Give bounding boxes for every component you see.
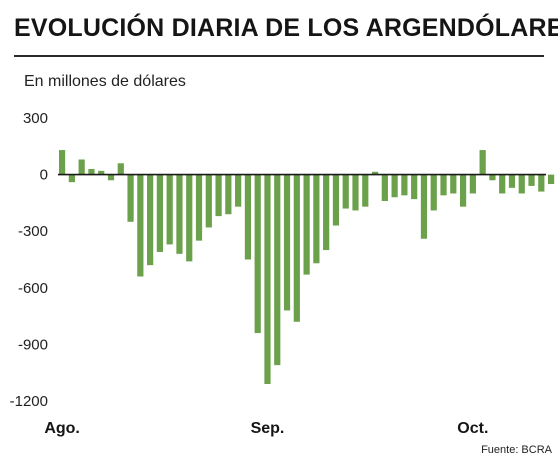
- bar: [430, 174, 437, 211]
- x-tick-label: Oct.: [457, 420, 488, 437]
- bar: [411, 174, 418, 200]
- y-tick-label: -1200: [10, 393, 48, 410]
- bars: [59, 150, 555, 385]
- bar: [391, 174, 398, 198]
- title-divider: [14, 55, 544, 57]
- bar: [68, 174, 75, 183]
- bar: [195, 174, 203, 241]
- bar: [303, 174, 310, 275]
- bar: [420, 174, 428, 239]
- x-axis-ticks: Ago. Sep. Oct.: [44, 420, 488, 437]
- bar: [352, 174, 359, 211]
- bar: [186, 174, 193, 262]
- y-axis-label: En millones de dólares: [24, 73, 186, 90]
- bar: [88, 168, 95, 175]
- bar: [362, 174, 369, 207]
- bar: [147, 174, 154, 266]
- bar: [548, 174, 555, 185]
- bar: [479, 150, 486, 175]
- bar: [332, 174, 340, 226]
- y-tick-label: -900: [18, 336, 48, 353]
- bar: [489, 174, 496, 181]
- bar: [127, 174, 134, 222]
- bar: [518, 174, 525, 194]
- y-tick-label: 0: [40, 167, 48, 184]
- y-tick-label: 300: [23, 110, 48, 127]
- bar: [450, 174, 457, 194]
- chart-title: EVOLUCIÓN DIARIA DE LOS ARGENDÓLARES: [14, 14, 558, 42]
- bar: [137, 174, 144, 277]
- bar: [274, 174, 281, 366]
- bar: [313, 174, 320, 264]
- bar: [459, 174, 467, 207]
- bar: [323, 174, 330, 251]
- bar: [117, 163, 124, 175]
- bar: [98, 170, 105, 175]
- bar: [371, 171, 379, 175]
- bar: [293, 174, 300, 322]
- bar: [254, 174, 261, 334]
- bar: [176, 174, 183, 254]
- bar: [499, 174, 506, 194]
- bar: [235, 174, 242, 207]
- bar: [78, 159, 85, 175]
- y-tick-label: -600: [18, 280, 48, 297]
- y-axis-ticks: 300 0 -300 -600 -900 -1200: [10, 110, 48, 410]
- bar: [205, 174, 212, 228]
- y-tick-label: -300: [18, 223, 48, 240]
- bar: [538, 174, 545, 192]
- bar: [156, 174, 163, 252]
- bar: [469, 174, 476, 194]
- bar: [508, 174, 516, 188]
- bar: [244, 174, 252, 260]
- bar: [528, 174, 535, 186]
- source-note: Fuente: BCRA: [481, 444, 552, 456]
- bar: [283, 174, 291, 311]
- bar: [107, 174, 115, 181]
- bar: [381, 174, 388, 202]
- x-tick-label: Ago.: [44, 420, 80, 437]
- bar: [59, 150, 66, 175]
- bar: [401, 174, 408, 196]
- bar: [166, 174, 173, 245]
- bar: [215, 174, 222, 217]
- bar: [342, 174, 349, 209]
- bar: [264, 174, 271, 385]
- x-tick-label: Sep.: [251, 420, 285, 437]
- bar: [225, 174, 232, 215]
- bar: [440, 174, 447, 196]
